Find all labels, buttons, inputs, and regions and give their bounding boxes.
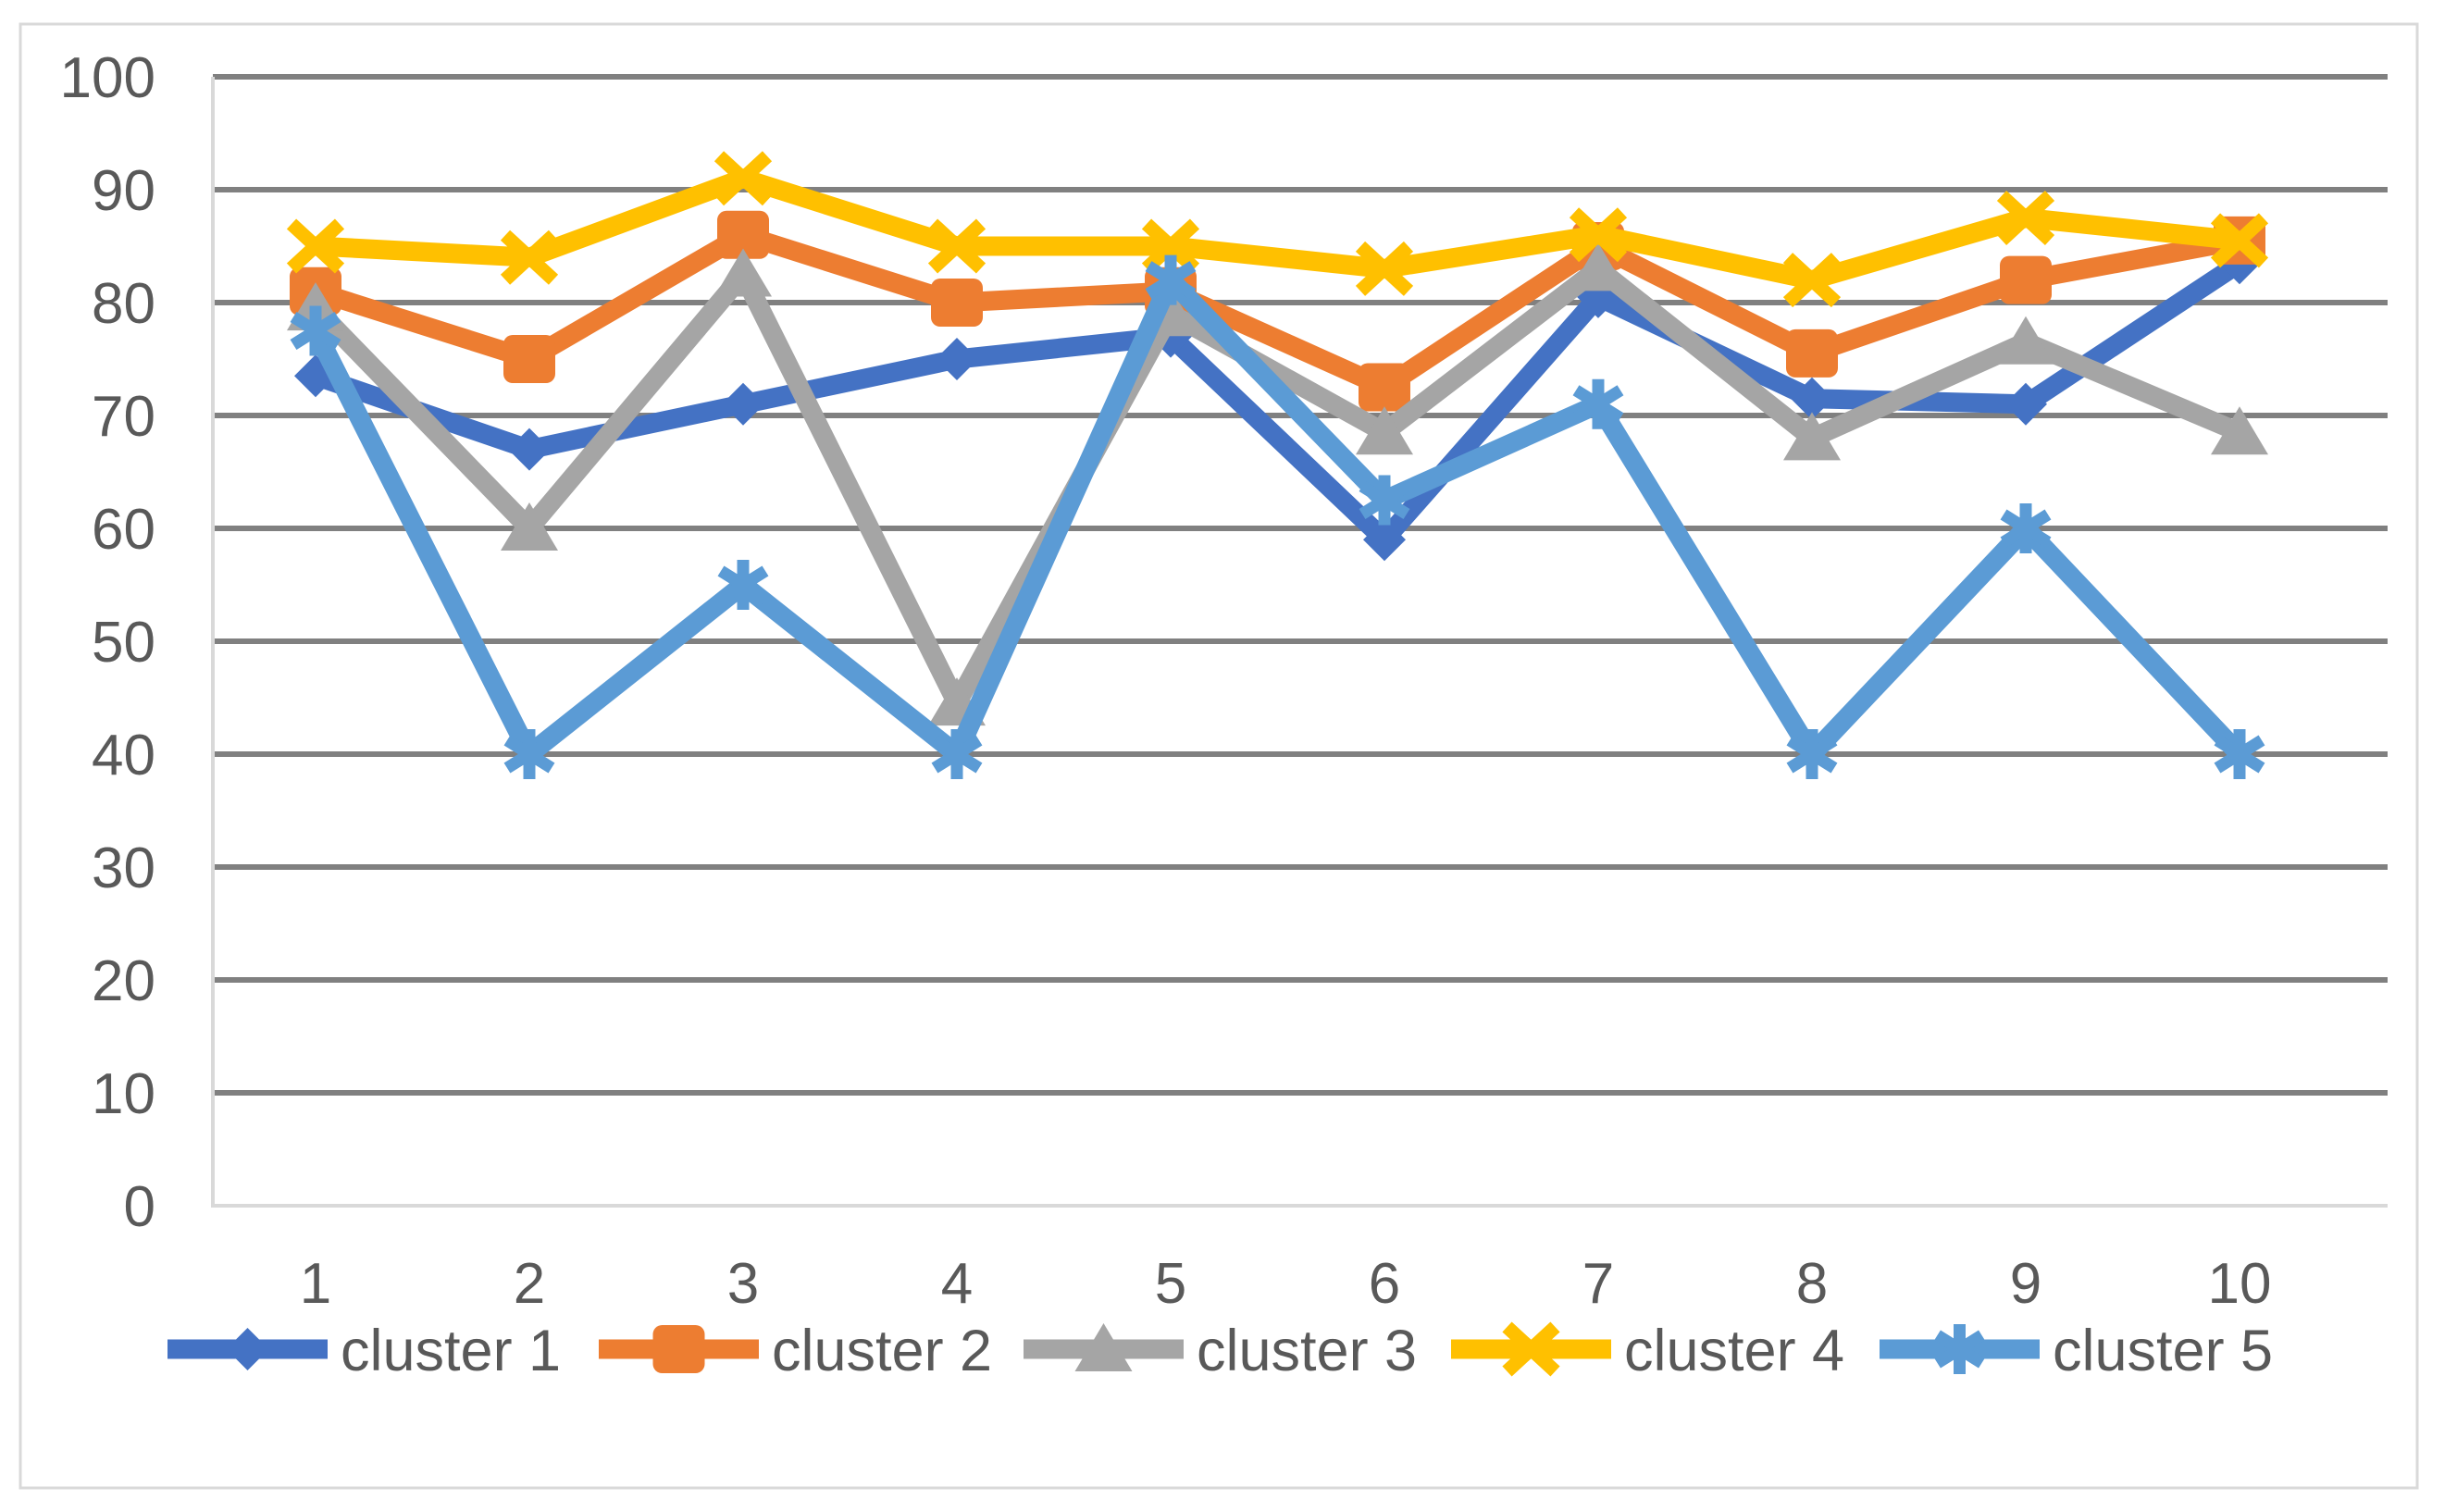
- marker-cluster-4-1: [286, 218, 345, 274]
- legend-item-cluster-5: cluster 5: [1880, 1319, 2273, 1383]
- x-axis-label-6: 6: [1369, 1252, 1400, 1316]
- legend-marker-cluster-2-icon: [652, 1325, 705, 1373]
- legend-marker-cluster-1-icon: [226, 1328, 269, 1370]
- marker-cluster-5-2: [503, 729, 555, 779]
- x-axis-label-5: 5: [1155, 1252, 1186, 1316]
- legend-marker-cluster-3-icon: [1074, 1323, 1133, 1371]
- y-axis-label-0: 0: [124, 1175, 155, 1239]
- marker-cluster-1-9: [2004, 382, 2047, 426]
- y-axis-label-100: 100: [60, 46, 155, 110]
- x-axis-label-2: 2: [514, 1252, 545, 1316]
- marker-cluster-4-4: [927, 218, 987, 274]
- marker-cluster-5-3: [717, 560, 769, 610]
- marker-cluster-4-9: [1996, 190, 2055, 246]
- y-axis-label-10: 10: [92, 1062, 155, 1126]
- marker-cluster-3-3: [714, 248, 772, 297]
- gridlines: [213, 74, 2388, 1096]
- series-cluster-5: [290, 254, 2265, 779]
- marker-cluster-3-6: [1356, 406, 1413, 455]
- marker-cluster-5-6: [1359, 475, 1410, 526]
- marker-cluster-5-1: [290, 305, 341, 356]
- marker-cluster-5-4: [931, 729, 983, 779]
- y-axis-label-20: 20: [92, 949, 155, 1013]
- marker-cluster-1-8: [1791, 377, 1833, 420]
- marker-cluster-4-7: [1569, 207, 1628, 263]
- x-axis-label-3: 3: [727, 1252, 759, 1316]
- marker-cluster-4-8: [1782, 253, 1842, 308]
- legend-item-cluster-1: cluster 1: [168, 1319, 561, 1383]
- y-axis-label-90: 90: [92, 159, 155, 223]
- y-axis-label-60: 60: [92, 498, 155, 562]
- series-line-cluster-3: [305, 258, 2250, 713]
- marker-cluster-2-3: [717, 210, 769, 259]
- marker-cluster-4-10: [2210, 213, 2269, 268]
- legend-marker-cluster-5-icon: [1934, 1324, 1985, 1374]
- marker-cluster-5-5: [1145, 254, 1197, 305]
- marker-cluster-5-9: [2000, 503, 2052, 553]
- marker-cluster-2-6: [1359, 363, 1410, 412]
- marker-cluster-5-8: [1786, 729, 1838, 779]
- legend-label-cluster-5: cluster 5: [2053, 1319, 2273, 1383]
- x-axis-labels: 1 2 3 4 5 6 7 8 9 10: [300, 1252, 2272, 1316]
- x-axis-label-1: 1: [300, 1252, 331, 1316]
- marker-cluster-5-7: [1572, 378, 1624, 429]
- series-line-cluster-5: [305, 270, 2250, 764]
- legend-label-cluster-1: cluster 1: [341, 1319, 561, 1383]
- marker-cluster-4-2: [500, 229, 559, 285]
- x-axis-label-7: 7: [1582, 1252, 1614, 1316]
- marker-cluster-3-7: [1570, 242, 1627, 291]
- marker-cluster-1-2: [508, 428, 551, 471]
- legend-item-cluster-3: cluster 3: [1024, 1319, 1417, 1383]
- marker-cluster-2-8: [1786, 328, 1838, 378]
- legend-label-cluster-2: cluster 2: [772, 1319, 992, 1383]
- marker-cluster-2-9: [2000, 255, 2052, 304]
- marker-cluster-1-6: [1363, 518, 1406, 562]
- legend-item-cluster-2: cluster 2: [599, 1319, 992, 1383]
- marker-cluster-4-3: [714, 151, 773, 206]
- legend: cluster 1 cluster 2 cluster 3 cluster 4 clus…: [168, 1319, 2273, 1383]
- x-axis-label-4: 4: [941, 1252, 973, 1316]
- series-cluster-4: [286, 151, 2269, 308]
- series-line-cluster-1: [305, 253, 2250, 550]
- y-axis-label-30: 30: [92, 837, 155, 900]
- y-axis-label-80: 80: [92, 272, 155, 336]
- marker-cluster-3-9: [1997, 316, 2054, 365]
- y-axis-label-40: 40: [92, 724, 155, 787]
- marker-cluster-2-4: [931, 279, 983, 327]
- legend-label-cluster-4: cluster 4: [1624, 1319, 1844, 1383]
- legend-item-cluster-4: cluster 4: [1451, 1319, 1844, 1383]
- marker-cluster-2-2: [503, 335, 555, 383]
- marker-cluster-4-6: [1355, 241, 1414, 296]
- series-line-cluster-4: [305, 168, 2250, 291]
- marker-cluster-1-4: [936, 338, 978, 380]
- y-axis-label-50: 50: [92, 611, 155, 675]
- x-axis-label-10: 10: [2208, 1252, 2272, 1316]
- y-axis-labels: 0 10 20 30 40 50 60 70 80 90 100: [60, 46, 155, 1239]
- legend-label-cluster-3: cluster 3: [1197, 1319, 1417, 1383]
- series-line-cluster-2: [305, 225, 2250, 397]
- x-axis-label-8: 8: [1796, 1252, 1828, 1316]
- y-axis-label-70: 70: [92, 385, 155, 449]
- marker-cluster-1-3: [722, 382, 764, 426]
- axis-line: [211, 77, 2388, 1208]
- marker-cluster-3-8: [1783, 412, 1841, 461]
- chart-border: [19, 22, 2419, 1490]
- series-cluster-3: [287, 242, 2268, 726]
- marker-cluster-3-2: [501, 502, 558, 551]
- x-axis-label-9: 9: [2010, 1252, 2041, 1316]
- marker-cluster-4-5: [1141, 218, 1200, 274]
- legend-marker-cluster-4-icon: [1502, 1321, 1560, 1377]
- marker-cluster-3-10: [2211, 406, 2268, 455]
- marker-cluster-5-10: [2214, 729, 2265, 779]
